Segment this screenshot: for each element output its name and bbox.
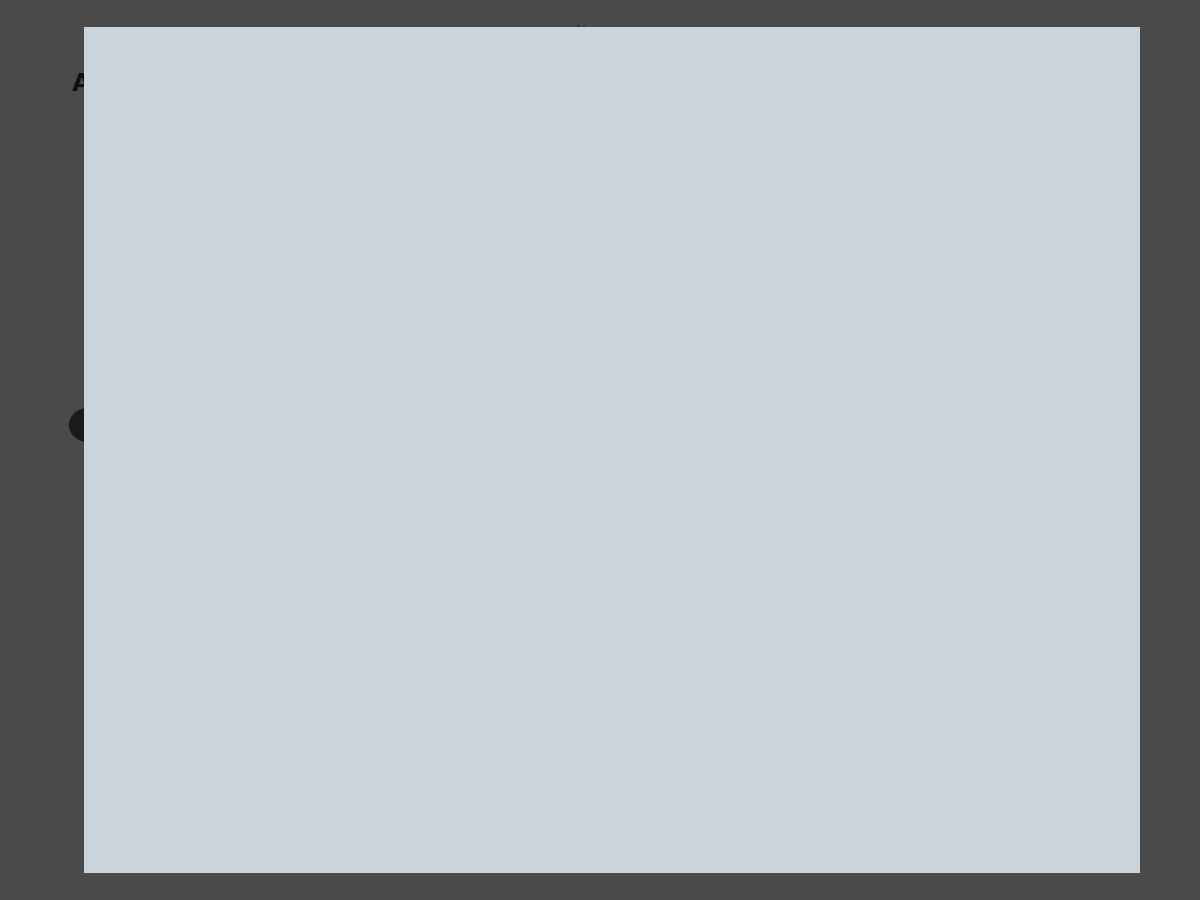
Ellipse shape — [107, 423, 157, 457]
Circle shape — [661, 212, 793, 321]
Circle shape — [395, 718, 426, 744]
Polygon shape — [490, 360, 526, 410]
Circle shape — [378, 620, 390, 630]
Circle shape — [934, 510, 974, 544]
Circle shape — [70, 408, 110, 442]
Bar — [958, 714, 994, 736]
Text: combustion: combustion — [1080, 221, 1128, 319]
Circle shape — [551, 120, 682, 230]
Circle shape — [1009, 406, 1072, 458]
Circle shape — [900, 419, 931, 445]
FancyBboxPatch shape — [982, 299, 1042, 345]
Circle shape — [1006, 510, 1046, 544]
Circle shape — [250, 388, 290, 422]
Circle shape — [418, 718, 449, 744]
Circle shape — [485, 204, 667, 356]
Bar — [895, 575, 917, 660]
Circle shape — [470, 120, 601, 230]
Circle shape — [970, 568, 986, 582]
Circle shape — [136, 288, 176, 322]
FancyBboxPatch shape — [863, 342, 1093, 426]
Text: CO: CO — [554, 254, 586, 273]
Circle shape — [326, 722, 358, 748]
Ellipse shape — [406, 404, 602, 486]
Circle shape — [1025, 419, 1056, 445]
Bar — [760, 645, 832, 775]
Text: 2: 2 — [612, 262, 622, 276]
Circle shape — [463, 722, 494, 747]
Circle shape — [970, 549, 998, 573]
Bar — [902, 682, 938, 704]
Circle shape — [970, 530, 1010, 564]
Text: death
and
decay: death and decay — [402, 597, 456, 659]
Circle shape — [354, 640, 366, 650]
Ellipse shape — [204, 352, 252, 388]
Ellipse shape — [215, 443, 265, 477]
Bar — [931, 555, 953, 660]
Bar — [902, 746, 938, 768]
Bar — [1013, 714, 1049, 736]
Bar — [967, 575, 989, 660]
Ellipse shape — [132, 372, 180, 408]
FancyBboxPatch shape — [899, 282, 1057, 356]
Circle shape — [372, 718, 403, 744]
Circle shape — [506, 720, 542, 750]
Ellipse shape — [162, 328, 222, 352]
Text: feeding: feeding — [247, 391, 314, 409]
Circle shape — [523, 338, 533, 346]
Circle shape — [934, 548, 950, 562]
Text: Analyzing Graphics: The Carbon Cycle: Analyzing Graphics: The Carbon Cycle — [72, 72, 607, 96]
Bar — [1013, 682, 1049, 704]
Circle shape — [416, 170, 572, 301]
Circle shape — [884, 406, 947, 458]
Circle shape — [100, 353, 140, 387]
Ellipse shape — [98, 380, 142, 420]
Circle shape — [406, 233, 532, 338]
Circle shape — [1006, 529, 1034, 553]
Bar — [902, 714, 938, 736]
Circle shape — [184, 253, 224, 287]
Circle shape — [898, 530, 938, 564]
Text: Name:: Name: — [576, 24, 622, 38]
Circle shape — [620, 233, 746, 338]
Circle shape — [898, 549, 926, 573]
Ellipse shape — [326, 611, 406, 659]
Circle shape — [342, 627, 354, 637]
Ellipse shape — [349, 652, 383, 707]
Bar — [772, 653, 820, 675]
Text: fossil fuel formation: fossil fuel formation — [456, 736, 636, 754]
Bar — [958, 682, 994, 704]
Circle shape — [360, 603, 372, 613]
Circle shape — [440, 720, 472, 745]
Circle shape — [481, 146, 671, 304]
Bar — [1003, 555, 1025, 660]
Circle shape — [898, 568, 914, 582]
Circle shape — [580, 170, 736, 301]
Circle shape — [349, 720, 380, 746]
Bar — [958, 746, 994, 768]
Circle shape — [172, 323, 212, 357]
Circle shape — [232, 318, 272, 352]
Circle shape — [359, 212, 491, 321]
Ellipse shape — [488, 329, 539, 361]
FancyBboxPatch shape — [914, 299, 974, 345]
Bar — [1013, 746, 1049, 768]
Text: Atmospheric: Atmospheric — [506, 203, 646, 222]
Circle shape — [1006, 548, 1022, 562]
Circle shape — [934, 529, 962, 553]
Bar — [888, 660, 1080, 780]
Circle shape — [486, 724, 517, 750]
